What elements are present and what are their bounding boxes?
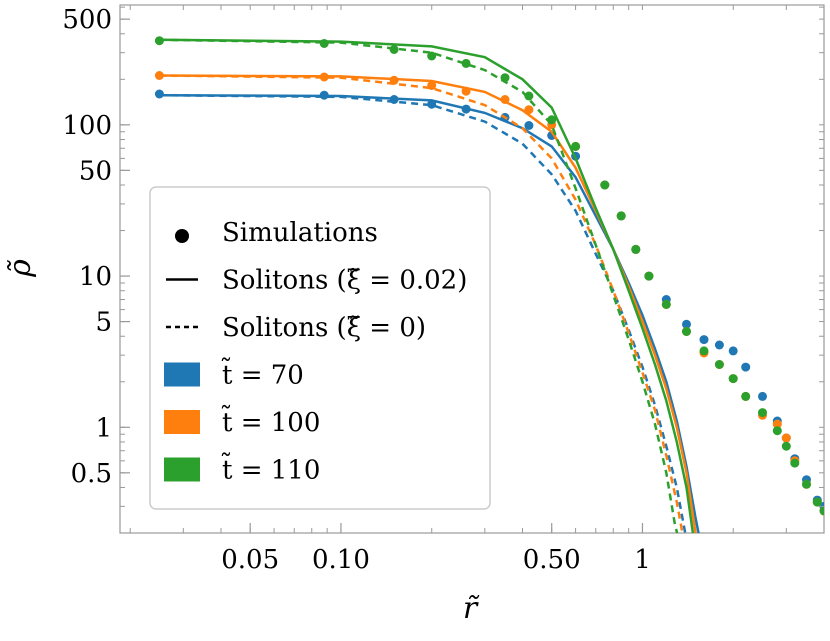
legend-swatch (164, 457, 200, 482)
simulation-point (790, 458, 800, 468)
y-tick-label: 50 (79, 156, 112, 186)
x-tick-label: 0.10 (312, 545, 370, 575)
y-tick-label: 100 (62, 111, 112, 141)
simulation-point (819, 506, 824, 516)
simulation-point (802, 479, 811, 489)
simulation-point (714, 360, 724, 369)
simulation-point (154, 89, 164, 99)
simulation-point (319, 72, 329, 82)
x-axis-label: r̃ (463, 591, 480, 626)
simulation-point (741, 362, 751, 372)
x-tick-label: 0.50 (523, 545, 581, 575)
x-tick-label: 1 (634, 545, 651, 575)
y-tick-label: 1 (95, 413, 112, 443)
simulation-point (427, 99, 437, 109)
soliton-xi0-line (159, 93, 687, 533)
simulation-point (699, 346, 709, 356)
simulation-point (319, 90, 329, 100)
legend-entry-3: t̃ = 70 (164, 357, 304, 391)
simulation-point (154, 71, 164, 80)
simulation-point (389, 45, 399, 54)
legend-swatch (164, 362, 200, 387)
simulation-point (524, 105, 534, 115)
y-tick-label: 0.5 (71, 459, 112, 489)
simulation-point (600, 180, 610, 190)
legend-label: Solitons (ξ̃ = 0.02) (222, 266, 467, 296)
legend-label: Solitons (ξ̃ = 0) (222, 313, 426, 343)
simulation-point (461, 86, 471, 96)
legend-entry-0: Simulations (175, 218, 378, 248)
legend: Simulations Solitons (ξ̃ = 0.02) Solitons … (149, 186, 491, 510)
legend-label: Simulations (222, 218, 378, 248)
simulation-point (772, 419, 782, 429)
simulation-point (389, 75, 399, 85)
simulation-point (758, 391, 767, 401)
legend-entry-2: Solitons (ξ̃ = 0) (166, 313, 426, 343)
simulation-point (758, 408, 767, 418)
simulation-point (781, 433, 791, 443)
simulation-point (682, 327, 691, 336)
simulation-point (571, 141, 581, 151)
simulation-point (728, 374, 738, 384)
simulation-point (154, 36, 164, 46)
legend-label: t̃ = 70 (221, 357, 303, 391)
simulation-point (500, 95, 510, 104)
series-layer (154, 36, 824, 533)
soliton-xi0-line (159, 38, 679, 533)
simulation-point (547, 115, 557, 125)
legend-entry-4: t̃ = 100 (164, 404, 320, 438)
x-tick-label: 0.05 (221, 545, 279, 575)
legend-swatch (164, 410, 200, 434)
simulation-point (714, 340, 724, 350)
simulation-point (461, 104, 471, 114)
simulation-point (427, 51, 437, 61)
legend-box (149, 186, 491, 510)
simulation-point (781, 441, 791, 451)
soliton-xi002-line (159, 38, 695, 533)
ticks-layer: 0.05 0.10 0.50 1 0.5 1 5 10 50 100 500 (62, 5, 825, 575)
series-group-2 (154, 36, 824, 533)
simulation-point (699, 335, 709, 345)
simulation-point (319, 39, 329, 48)
simulation-point (500, 73, 510, 83)
simulation-point (616, 211, 626, 221)
simulation-point (524, 91, 534, 101)
legend-label: t̃ = 110 (221, 452, 320, 486)
soliton-xi0-line (159, 74, 684, 533)
simulation-point (772, 426, 782, 436)
simulation-point (524, 121, 534, 130)
simulation-point (661, 299, 671, 309)
y-tick-label: 500 (62, 5, 112, 35)
simulation-point (812, 497, 822, 507)
legend-entry-5: t̃ = 110 (164, 452, 320, 486)
y-tick-label: 5 (95, 308, 112, 338)
simulation-point (644, 271, 654, 281)
simulation-point (682, 319, 691, 329)
simulation-point (461, 58, 471, 68)
legend-dot-symbol (175, 229, 189, 243)
simulation-point (427, 81, 437, 90)
legend-entry-1: Solitons (ξ̃ = 0.02) (166, 266, 467, 296)
simulation-point (741, 391, 751, 401)
simulation-point (631, 244, 641, 254)
simulation-point (728, 346, 738, 356)
simulation-point (389, 95, 399, 104)
y-axis-label: ρ̃ (3, 259, 38, 278)
legend-label: t̃ = 100 (221, 404, 320, 438)
y-tick-label: 10 (79, 262, 112, 292)
